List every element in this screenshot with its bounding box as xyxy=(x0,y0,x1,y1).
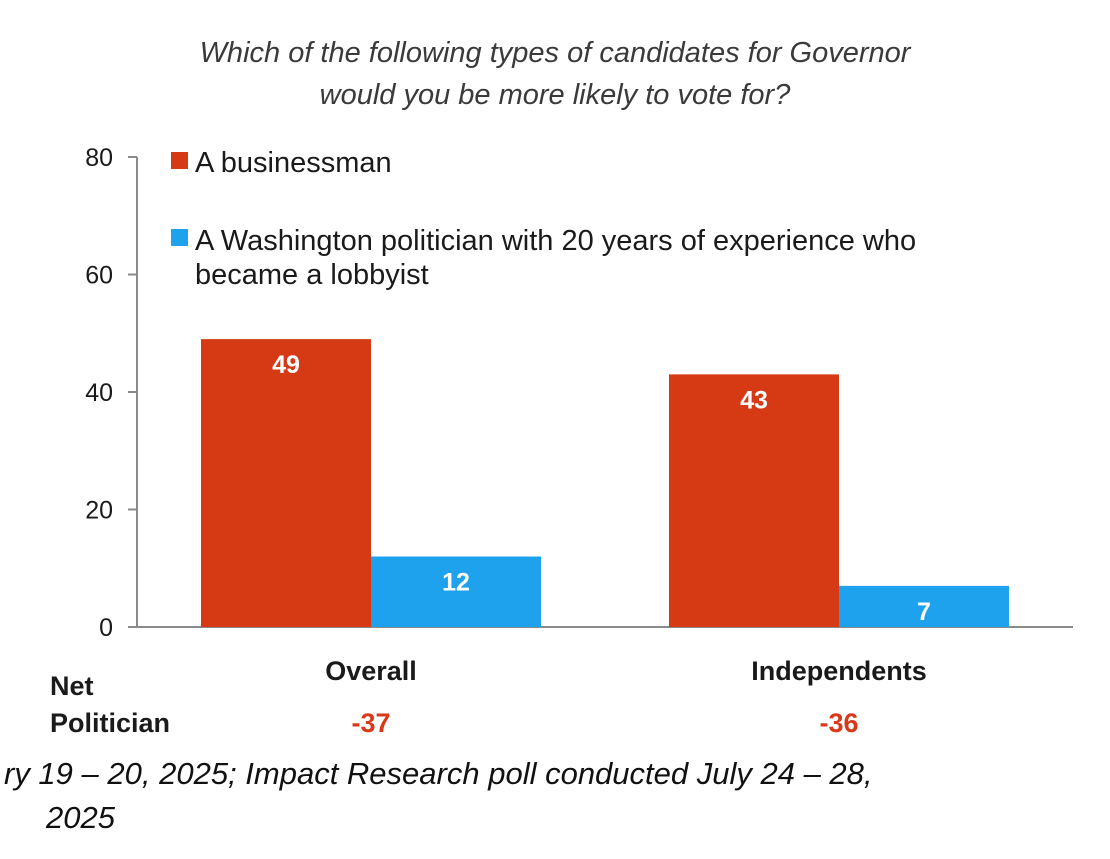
category-label-independents: Independents xyxy=(751,656,927,686)
net-value-overall: -37 xyxy=(351,708,390,738)
source-note-line-1: ry 19 – 20, 2025; Impact Research poll c… xyxy=(4,756,873,791)
bar-label-independents-series-0: 43 xyxy=(740,386,768,414)
y-axis: 0 20 40 60 80 xyxy=(85,144,138,642)
net-label-line-1: Net xyxy=(50,671,94,701)
y-tick-label-40: 40 xyxy=(85,379,113,407)
y-tick-label-0: 0 xyxy=(99,614,113,642)
chart-title-line-2: would you be more likely to vote for? xyxy=(320,79,792,111)
chart-title-line-1: Which of the following types of candidat… xyxy=(200,37,912,69)
legend-label-politician-line-2: became a lobbyist xyxy=(195,259,429,291)
bar-label-independents-series-1: 7 xyxy=(917,598,931,626)
y-tick-label-20: 20 xyxy=(85,497,113,525)
net-politician-row: Net Politician -37 -36 xyxy=(50,671,859,738)
legend-label-businessman: A businessman xyxy=(195,147,392,179)
net-value-independents: -36 xyxy=(819,708,858,738)
source-note: ry 19 – 20, 2025; Impact Research poll c… xyxy=(4,756,873,835)
bar-label-overall-series-1: 12 xyxy=(442,569,470,597)
category-labels: Overall Independents xyxy=(325,656,927,686)
source-note-line-2: 2025 xyxy=(45,800,116,835)
net-label-line-2: Politician xyxy=(50,708,170,738)
bar-overall-series-1 xyxy=(371,556,541,627)
legend-swatch-politician xyxy=(171,229,188,246)
bar-label-overall-series-0: 49 xyxy=(272,351,300,379)
bar-overall-series-0 xyxy=(201,339,371,627)
legend-swatch-businessman xyxy=(171,152,188,169)
y-tick-label-80: 80 xyxy=(85,144,113,172)
y-tick-label-60: 60 xyxy=(85,262,113,290)
bars xyxy=(201,339,1009,627)
legend: A businessman A Washington politician wi… xyxy=(171,147,916,291)
chart-title: Which of the following types of candidat… xyxy=(200,37,912,111)
bar-value-labels: 49 12 43 7 xyxy=(272,351,931,626)
legend-label-politician-line-1: A Washington politician with 20 years of… xyxy=(195,225,916,257)
bar-independents-series-1 xyxy=(839,585,1009,627)
bar-independents-series-0 xyxy=(669,374,839,627)
category-label-overall: Overall xyxy=(325,656,417,686)
